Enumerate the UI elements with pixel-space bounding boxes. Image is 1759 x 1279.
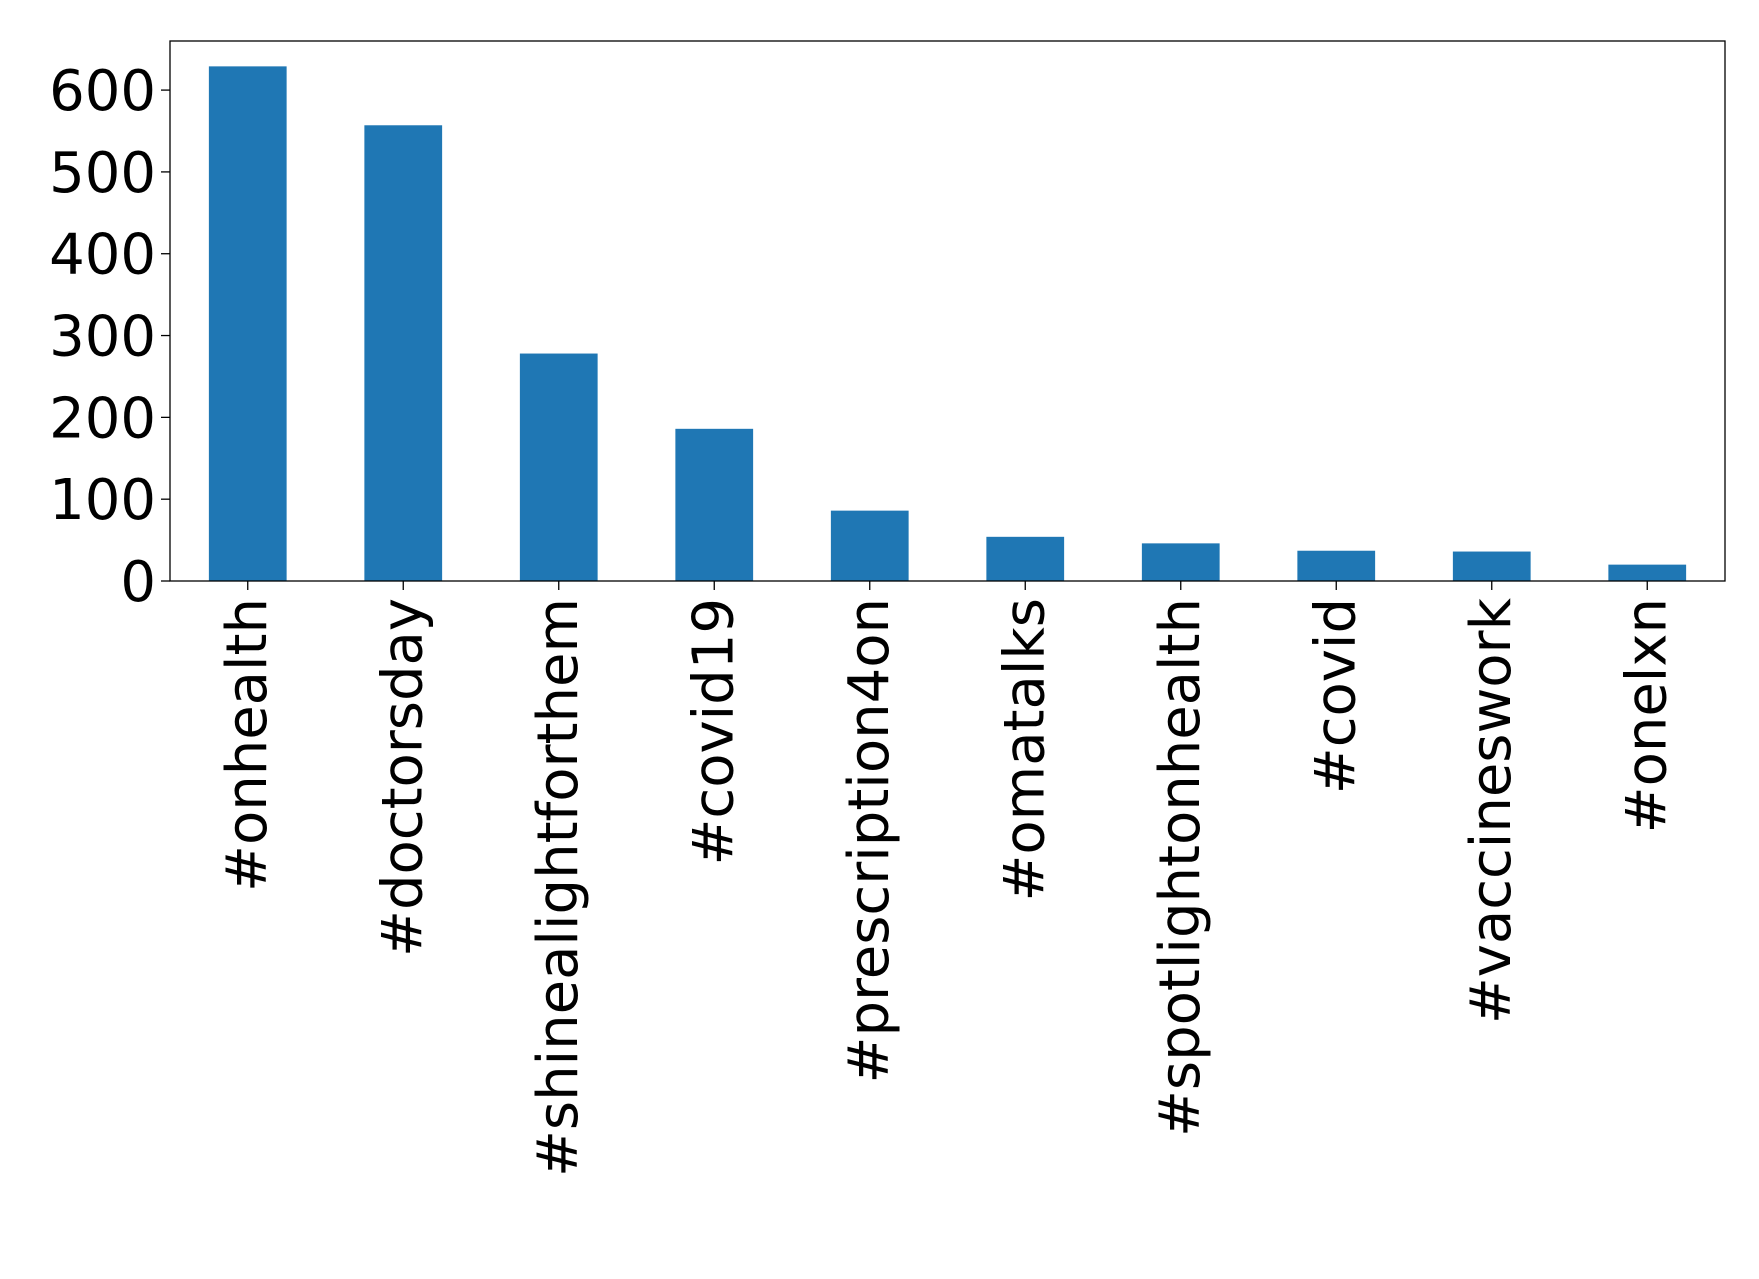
y-tick-label: 600 [49, 59, 156, 124]
x-tick-label: #covid [1303, 598, 1368, 794]
x-tick-label: #vaccineswork [1459, 597, 1524, 1024]
y-tick-label: 500 [49, 141, 156, 206]
y-tick-label: 100 [49, 468, 156, 533]
x-axis: #onhealth #doctorsday #shinealightforthem #… [215, 581, 1679, 1177]
bar-shinealightforthem [519, 353, 598, 581]
y-tick-label: 200 [49, 386, 156, 451]
bar-doctorsday [364, 125, 443, 581]
y-tick-label: 400 [49, 223, 156, 288]
bar-prescription4on [830, 510, 909, 581]
bar-onhealth [208, 66, 287, 581]
x-tick-label: #doctorsday [370, 598, 435, 957]
bar-spotlightonhealth [1141, 543, 1220, 581]
x-tick-label: #omatalks [992, 598, 1057, 902]
x-tick-label: #spotlightonhealth [1148, 598, 1213, 1137]
bars-layer [208, 66, 1687, 581]
y-tick-label: 300 [49, 305, 156, 370]
x-tick-label: #covid19 [681, 598, 746, 865]
bar-omatalks [986, 536, 1065, 581]
plot-frame [169, 40, 1726, 582]
bar-covid [1297, 550, 1376, 581]
x-tick-label: #shinealightforthem [526, 598, 591, 1177]
bar-covid19 [675, 428, 754, 581]
x-tick-label: #prescription4on [837, 598, 902, 1083]
x-tick-label: #onelxn [1614, 598, 1679, 833]
y-tick-label: 0 [120, 550, 156, 615]
x-tick-label: #onhealth [215, 598, 280, 892]
bar-vaccineswork [1452, 551, 1531, 581]
y-axis: 0 100 200 300 400 500 600 [49, 59, 170, 615]
bar-onelxn [1608, 564, 1687, 581]
